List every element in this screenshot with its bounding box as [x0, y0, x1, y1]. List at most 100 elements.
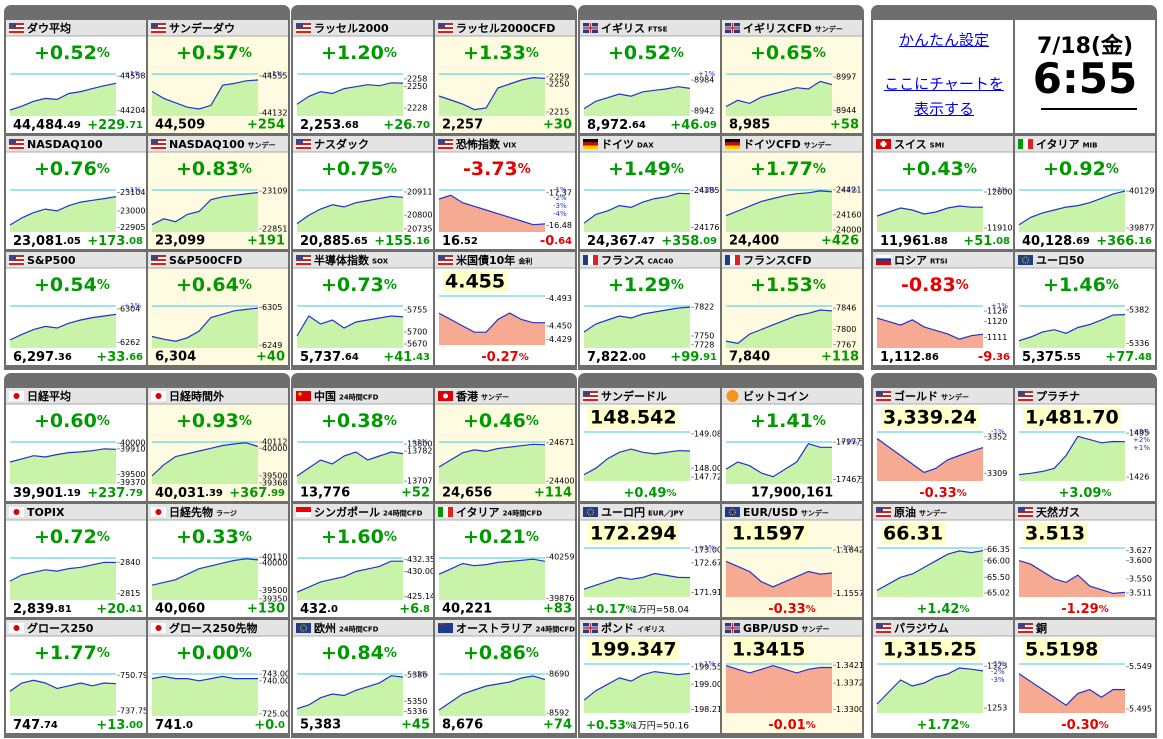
tick-label: 8690	[549, 670, 569, 679]
price-highlight	[730, 638, 808, 661]
price-highlight	[730, 522, 808, 545]
tick-label: 40000	[262, 444, 287, 453]
flag-part	[880, 142, 887, 146]
price-small: .05	[63, 236, 81, 247]
price-main: 6,297	[13, 350, 54, 365]
tile-sub: サンデー	[941, 393, 969, 402]
change-pct: +0.86%	[463, 642, 539, 664]
tick-label: 5386	[407, 670, 427, 679]
flag-part	[583, 142, 598, 146]
price-small: .65	[350, 236, 368, 247]
tile: ドイツ DAX 24385 24176 +1% +1.49% 24,367.47 +358.0…	[580, 136, 720, 249]
tick-label: 8592	[549, 709, 569, 718]
tile: ゴールド サンデー 3352 3309 -1% 3,339.24 -0.33%	[873, 388, 1013, 501]
clock-underline	[1041, 108, 1137, 110]
price-main: 741	[155, 718, 182, 733]
tick-label: 23000	[120, 206, 145, 215]
change-pct: +3.09%	[1059, 486, 1112, 501]
sparkline	[9, 679, 117, 692]
flag-part	[300, 624, 307, 632]
tile-header	[148, 620, 288, 636]
sparkline	[583, 448, 691, 476]
change-pct: +0.53%	[586, 718, 635, 732]
price-small: .69	[1072, 236, 1090, 247]
tile-header	[722, 388, 862, 404]
change-pct-main: +0.60	[34, 410, 97, 432]
tile-header	[873, 388, 1013, 404]
change: +130	[247, 602, 285, 617]
sparkline	[1018, 560, 1126, 595]
price: 17,900,161	[751, 486, 833, 501]
tile-sub: VIX	[503, 142, 517, 150]
change-pct-small: %	[806, 720, 816, 731]
price: 11,961.88	[880, 234, 948, 249]
tick-label: 39500	[262, 471, 287, 480]
flag-part	[296, 139, 311, 141]
sparkline	[438, 443, 546, 468]
change-pct: +0.57%	[176, 42, 252, 64]
settings-link[interactable]: かんたん設定	[898, 31, 989, 49]
tick-label: 23104	[120, 188, 145, 197]
price-small: .55	[1063, 352, 1081, 363]
tick-label: 13800	[407, 440, 432, 449]
tile: グロース250 750.79 737.75 +1.77% 747.74 +13.00	[6, 620, 148, 733]
tile-header	[722, 136, 862, 152]
tile-name: GBP/USD	[743, 622, 798, 635]
price-highlight	[443, 270, 508, 293]
tile: サンデードル 149.08 148.00 147.72 148.542 +0.49%	[580, 388, 722, 501]
tile-chart: 米国債10年 金利 4.493 4.450 4.429 4.455 -0.27%	[435, 252, 575, 365]
change-pct: +0.60%	[34, 410, 110, 432]
tick-label: 11910	[987, 224, 1012, 233]
change-pct-main: -0.33	[768, 602, 805, 617]
pct-guide-label: +1%	[124, 186, 141, 194]
flag-part	[443, 393, 448, 399]
pct-guide-label: -2%	[991, 668, 1005, 676]
tile-chart: ドイツ DAX 24385 24176 +1% +1.49% 24,367.47 +358.0…	[580, 136, 720, 249]
flag-part	[725, 255, 730, 265]
sparkline	[9, 82, 117, 111]
chart-link[interactable]: ここにチャートを表示する	[884, 75, 1004, 118]
sparkline	[876, 667, 984, 705]
price: 8,972.64	[587, 118, 646, 133]
sparkline	[725, 190, 833, 217]
tick-label: 39500	[262, 586, 287, 595]
sparkline	[876, 317, 984, 340]
tile-sub: サンデー	[481, 393, 509, 402]
spark-area	[877, 206, 983, 232]
sparkline	[876, 205, 983, 217]
tile: 7/18(金) 6:55	[1015, 20, 1155, 133]
tick-label: 40000	[262, 559, 287, 568]
flag-part	[9, 143, 24, 145]
tick-label: 7767	[836, 340, 856, 349]
flag-part	[876, 255, 891, 259]
tile: シンガポール 24時間CFD 432.35 430.00 425.14 +1.60% 432…	[293, 504, 435, 617]
price-small: .36	[54, 352, 72, 363]
tile-sub: サンデー	[919, 509, 947, 518]
tile-sub: MIB	[1083, 142, 1098, 150]
tile-name: オーストラリア	[456, 622, 532, 635]
change-pct: -0.33%	[919, 486, 967, 501]
flag-part	[1018, 623, 1033, 625]
flag-part	[438, 507, 443, 517]
tile-chart: ゴールド サンデー 3352 3309 -1% 3,339.24 -0.33%	[873, 388, 1013, 501]
change-small: .79	[125, 488, 143, 499]
spark-area	[877, 438, 983, 481]
flag-part	[725, 139, 740, 143]
flag-part	[151, 255, 166, 257]
flag-part	[876, 623, 891, 625]
pct-guide-label: +1%	[698, 70, 715, 78]
tile-sub: サンデー	[801, 509, 829, 518]
price: 1,315.25	[883, 639, 977, 661]
pct-guide-label: -1%	[991, 428, 1005, 436]
price: 6,304	[155, 350, 196, 365]
price-small: .86	[921, 352, 939, 363]
tile-name: プラチナ	[1036, 389, 1080, 403]
tile-chart: 銅 5.549 5.495 5.5198 -0.30%	[1015, 620, 1155, 733]
tile-name: グロース250先物	[169, 621, 257, 635]
flag-part	[9, 263, 24, 265]
tick-label: 5350	[407, 697, 427, 706]
price-main: 11,961	[880, 234, 930, 249]
price: 6,297.36	[13, 350, 72, 365]
tile: グロース250先物 743.00 740.00 725.00 +0.00% 741.0 +0…	[148, 620, 290, 733]
